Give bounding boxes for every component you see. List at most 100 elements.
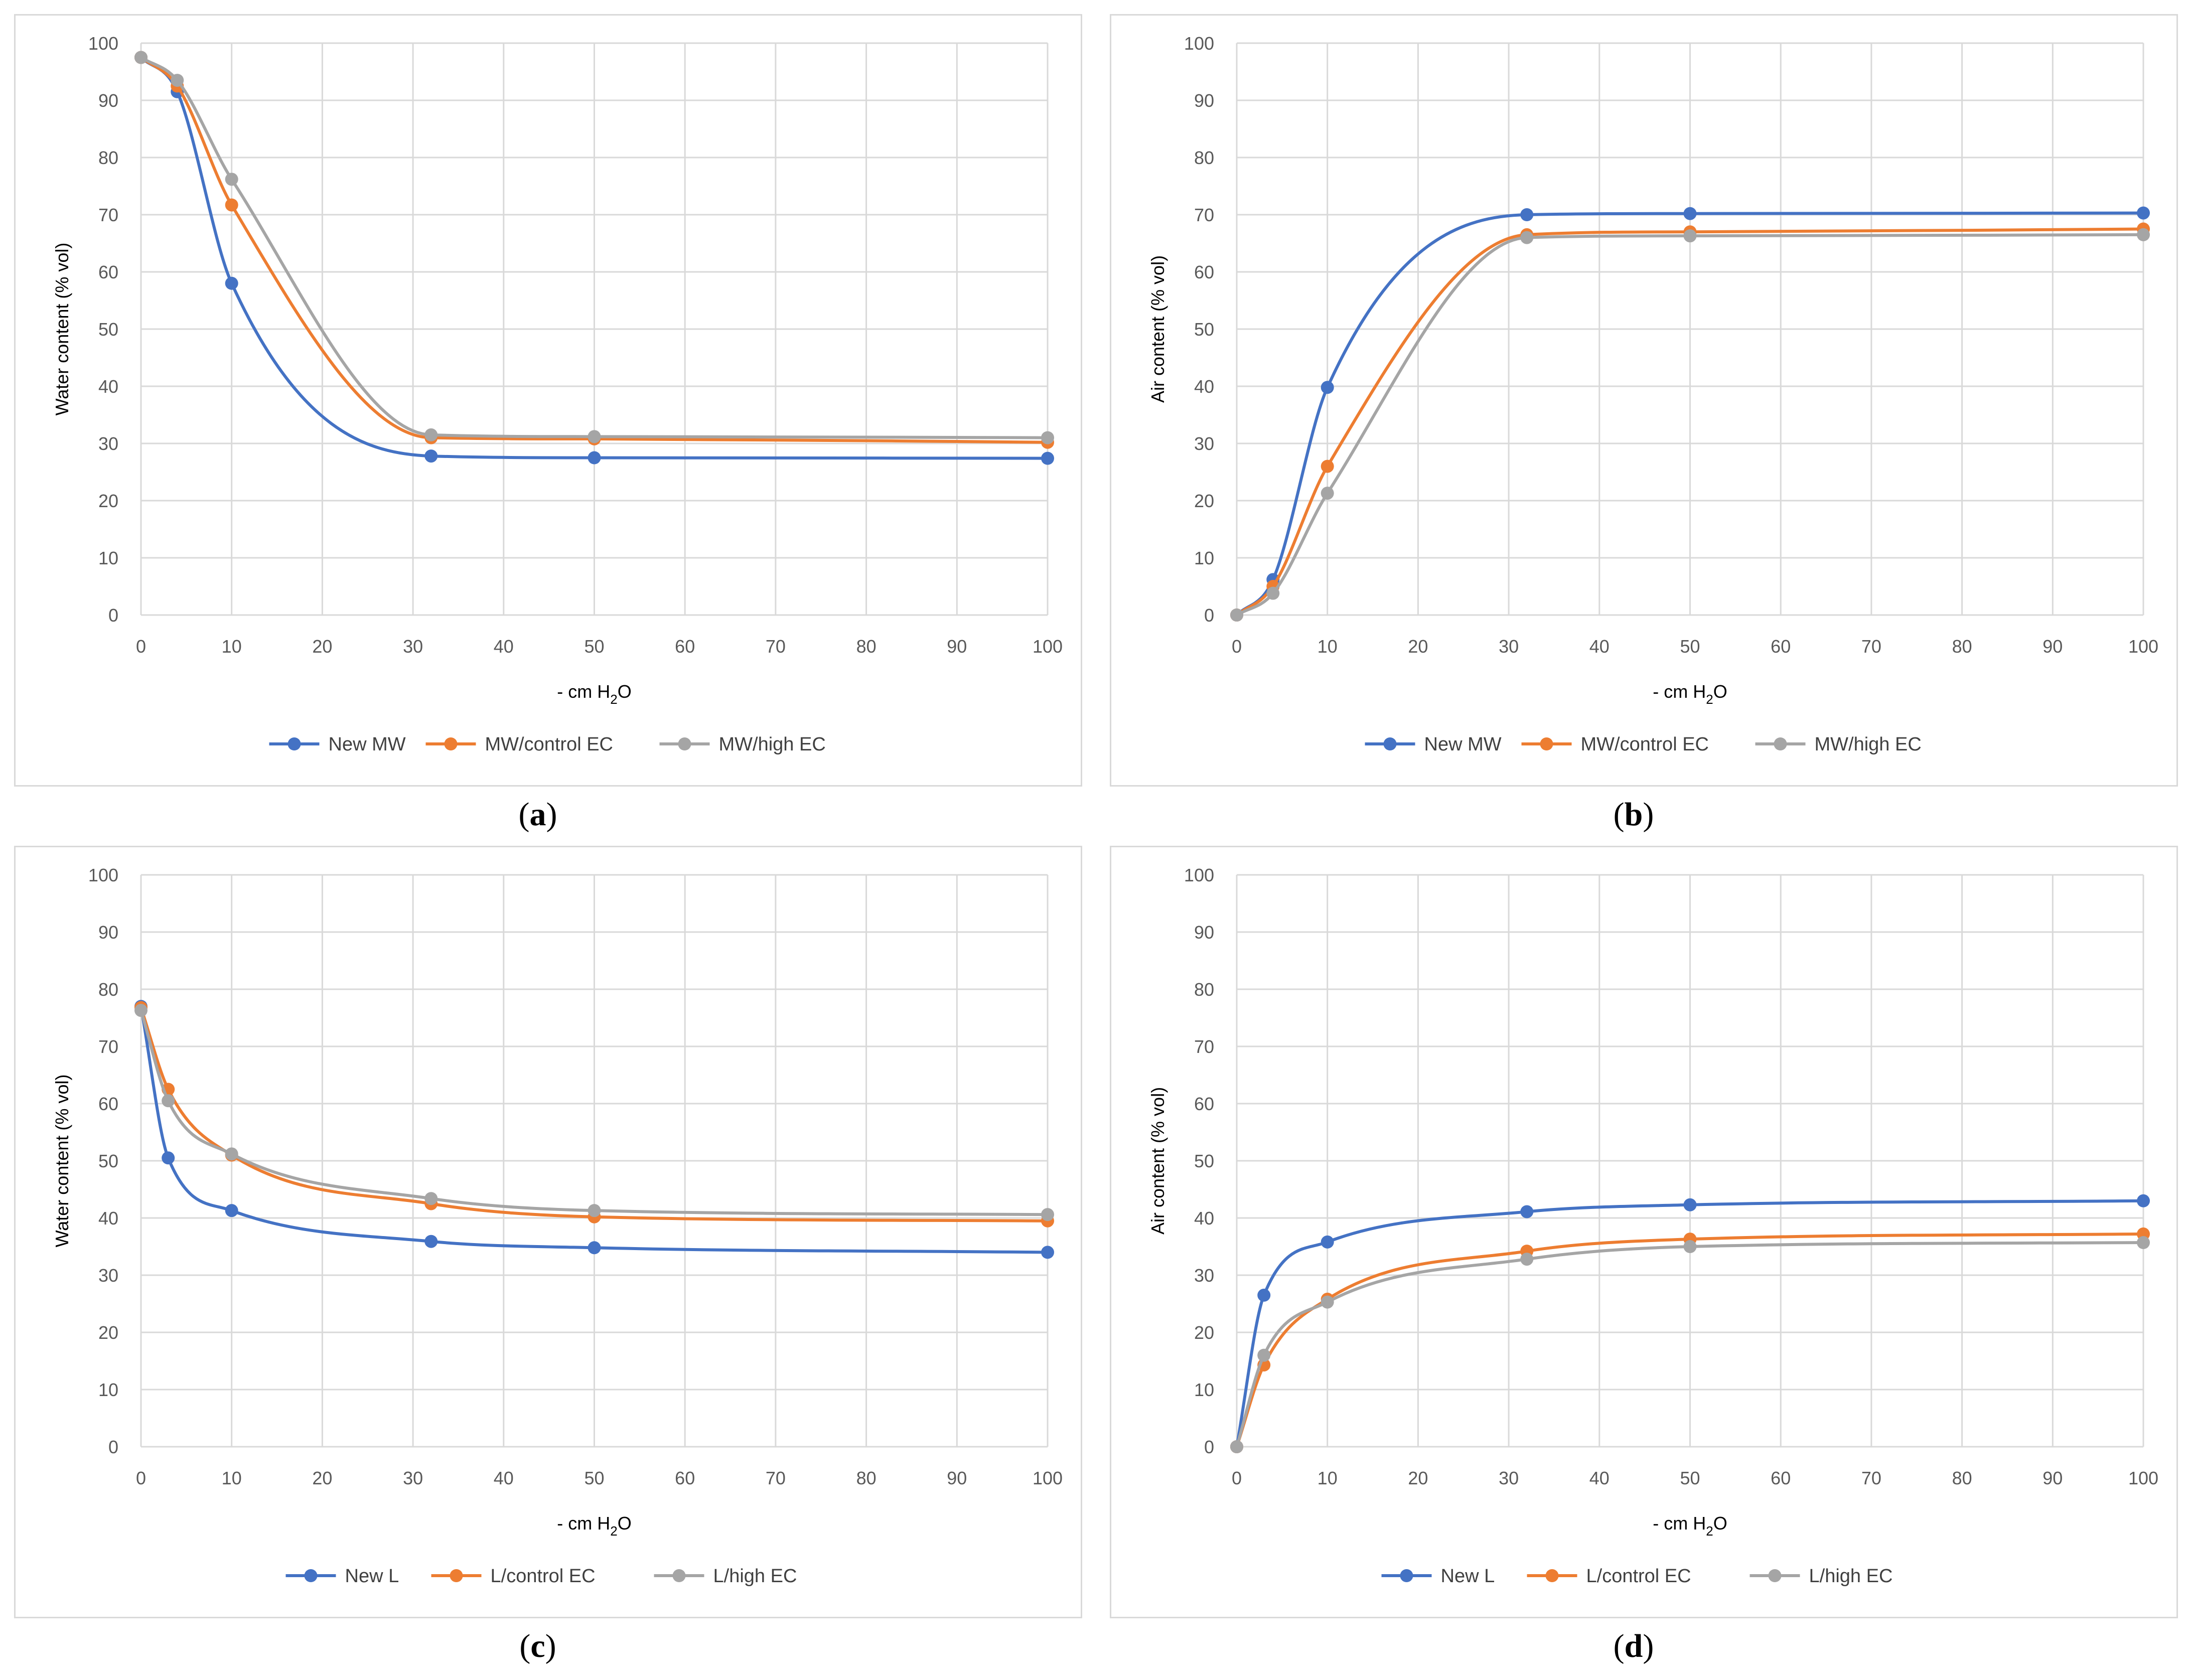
legend-item: MW/control EC xyxy=(425,734,613,755)
x-tick-label: 0 xyxy=(1232,1468,1242,1488)
data-point xyxy=(225,1204,238,1217)
x-tick-label: 90 xyxy=(947,1468,967,1488)
y-tick-label: 50 xyxy=(98,319,118,340)
caption-c: (c) xyxy=(519,1628,556,1664)
chart-d: 0 10 20 30 40 50 60 70 80 90 100 0 10 20 30 40 50 60 70 80 9… xyxy=(1147,865,2158,1587)
y-tick-label: 30 xyxy=(98,433,118,454)
y-tick-label: 70 xyxy=(1194,205,1214,225)
x-tick-label: 70 xyxy=(766,1468,786,1488)
y-tick-label: 100 xyxy=(1184,33,1214,54)
data-point xyxy=(162,1151,175,1165)
y-tick-label: 0 xyxy=(108,1437,118,1457)
series-3 xyxy=(1230,1236,2150,1453)
y-tick-label: 40 xyxy=(98,376,118,397)
series-line xyxy=(1235,227,2145,617)
series-1 xyxy=(134,1000,1054,1259)
data-point xyxy=(2137,1236,2150,1250)
x-tick-label: 90 xyxy=(2043,1468,2063,1488)
y-tick-label: 20 xyxy=(1194,1322,1214,1343)
data-point xyxy=(134,1004,148,1017)
x-tick-label: 80 xyxy=(856,1468,877,1488)
y-tick-label: 0 xyxy=(108,605,118,626)
legend-item: L/control EC xyxy=(431,1566,596,1587)
legend-marker xyxy=(1540,737,1553,750)
y-tick-label: 30 xyxy=(98,1265,118,1286)
x-tick-label: 70 xyxy=(1861,636,1881,657)
data-point xyxy=(1520,1253,1534,1266)
x-tick-label: 70 xyxy=(766,636,786,657)
y-tick-label: 0 xyxy=(1204,605,1214,626)
y-tick-label: 50 xyxy=(1194,319,1214,340)
data-point xyxy=(1041,1208,1054,1221)
x-axis-title-sub: 2 xyxy=(610,1523,617,1539)
y-tick-label: 80 xyxy=(98,147,118,168)
x-tick-label: 100 xyxy=(1033,1468,1063,1488)
legend-marker xyxy=(1768,1569,1782,1582)
x-axis-title: - cm H2O xyxy=(557,1513,631,1539)
x-tick-label: 10 xyxy=(222,636,242,657)
y-tick-label: 40 xyxy=(98,1208,118,1229)
x-axis-title-sub: 2 xyxy=(1706,1523,1713,1539)
series-3 xyxy=(134,51,1054,444)
chart-panel-c: 0 10 20 30 40 50 60 70 80 90 100 0 10 20 30 40 50 60 70 80 9… xyxy=(14,846,1082,1618)
y-tick-label: 10 xyxy=(98,1380,118,1400)
y-tick-label: 90 xyxy=(98,922,118,943)
data-point xyxy=(1321,1235,1334,1249)
y-tick-label: 100 xyxy=(1184,865,1214,885)
legend-marker xyxy=(287,737,301,750)
data-point xyxy=(424,1235,438,1248)
x-axis-title-main: - cm H xyxy=(1653,1513,1706,1534)
caption-c-label: c xyxy=(530,1628,545,1664)
legend-label: L/control EC xyxy=(491,1566,596,1587)
x-axis-title: - cm H2O xyxy=(1653,681,1727,707)
y-tick-label: 50 xyxy=(98,1151,118,1171)
x-tick-label: 40 xyxy=(1589,1468,1610,1488)
data-point xyxy=(162,1094,175,1108)
x-axis-title: - cm H2O xyxy=(1653,1513,1727,1539)
legend-item: New L xyxy=(1381,1566,1495,1587)
y-tick-label: 80 xyxy=(1194,979,1214,1000)
data-point xyxy=(1257,1288,1271,1302)
x-tick-label: 60 xyxy=(675,636,695,657)
y-tick-label: 100 xyxy=(88,865,118,885)
data-point xyxy=(424,428,438,441)
y-tick-label: 90 xyxy=(1194,90,1214,111)
legend: New L L/control EC L/high EC xyxy=(1381,1566,1893,1587)
y-tick-label: 70 xyxy=(1194,1036,1214,1057)
x-axis-title-end: O xyxy=(618,681,632,702)
chart-c: 0 10 20 30 40 50 60 70 80 90 100 0 10 20 30 40 50 60 70 80 9… xyxy=(52,865,1063,1587)
x-tick-label: 0 xyxy=(136,1468,146,1488)
x-tick-label: 20 xyxy=(1408,1468,1428,1488)
x-tick-label: 100 xyxy=(1033,636,1063,657)
legend-label: New L xyxy=(1441,1566,1495,1587)
legend-item: New L xyxy=(285,1566,399,1587)
y-tick-label: 30 xyxy=(1194,1265,1214,1286)
legend-label: L/high EC xyxy=(713,1566,797,1587)
gridlines xyxy=(1236,874,2144,1448)
data-point xyxy=(171,74,184,87)
data-point xyxy=(588,1241,601,1255)
chart-panel-b: 0 10 20 30 40 50 60 70 80 90 100 0 10 20 30 40 50 60 70 80 9… xyxy=(1110,14,2178,787)
y-tick-label: 60 xyxy=(98,1094,118,1114)
legend-label: New MW xyxy=(329,734,406,755)
x-tick-label: 100 xyxy=(2128,1468,2158,1488)
data-point xyxy=(1321,487,1334,500)
data-point xyxy=(1683,207,1697,220)
legend-item: MW/high EC xyxy=(1755,734,1922,755)
legend-label: L/high EC xyxy=(1809,1566,1893,1587)
y-tick-label: 20 xyxy=(1194,491,1214,511)
legend-label: MW/control EC xyxy=(1581,734,1709,755)
x-tick-label: 70 xyxy=(1861,1468,1881,1488)
legend-marker xyxy=(1545,1569,1559,1582)
x-tick-label: 90 xyxy=(947,636,967,657)
legend-label: MW/control EC xyxy=(485,734,613,755)
data-point xyxy=(1520,231,1534,244)
caption-b: (b) xyxy=(1613,796,1654,833)
data-point xyxy=(1520,208,1534,221)
gridlines xyxy=(140,874,1049,1448)
data-point xyxy=(588,430,601,443)
legend-item: MW/high EC xyxy=(659,734,826,755)
x-tick-label: 40 xyxy=(1589,636,1610,657)
series-3 xyxy=(1230,228,2150,622)
data-point xyxy=(588,1204,601,1217)
